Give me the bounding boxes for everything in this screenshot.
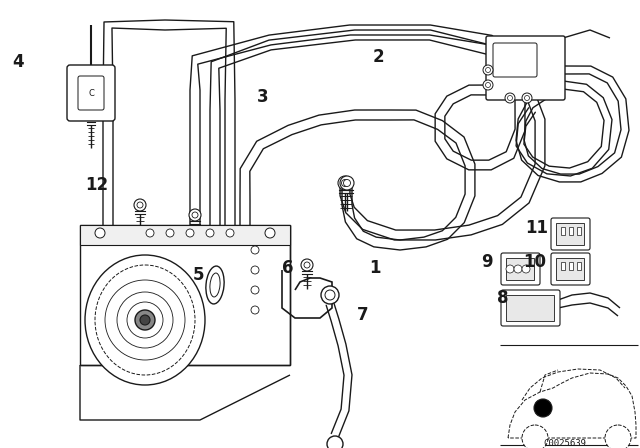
Circle shape xyxy=(486,68,490,73)
Circle shape xyxy=(344,180,351,186)
Circle shape xyxy=(325,290,335,300)
Circle shape xyxy=(301,259,313,271)
Bar xyxy=(506,295,554,321)
Circle shape xyxy=(327,436,343,448)
Polygon shape xyxy=(508,373,636,438)
Text: 3: 3 xyxy=(257,88,269,106)
Circle shape xyxy=(304,262,310,268)
Circle shape xyxy=(483,65,493,75)
Circle shape xyxy=(338,176,352,190)
FancyBboxPatch shape xyxy=(501,290,560,326)
Circle shape xyxy=(342,180,349,186)
Bar xyxy=(556,258,584,280)
FancyBboxPatch shape xyxy=(78,76,104,110)
Text: 7: 7 xyxy=(357,306,369,324)
Circle shape xyxy=(514,265,522,273)
Circle shape xyxy=(605,425,631,448)
Circle shape xyxy=(137,202,143,208)
Bar xyxy=(577,227,581,235)
Bar xyxy=(80,225,290,245)
Circle shape xyxy=(95,228,105,238)
Bar xyxy=(561,227,565,235)
Ellipse shape xyxy=(85,255,205,385)
Circle shape xyxy=(140,315,150,325)
Circle shape xyxy=(506,265,514,273)
Circle shape xyxy=(522,425,548,448)
Text: 10: 10 xyxy=(524,253,547,271)
Text: 9: 9 xyxy=(481,253,493,271)
Circle shape xyxy=(206,229,214,237)
Bar xyxy=(569,227,573,235)
Text: 1: 1 xyxy=(369,259,381,277)
Circle shape xyxy=(251,266,259,274)
Circle shape xyxy=(226,229,234,237)
Ellipse shape xyxy=(210,273,220,297)
Circle shape xyxy=(251,286,259,294)
Circle shape xyxy=(134,199,146,211)
Bar xyxy=(577,262,581,270)
Text: 11: 11 xyxy=(525,219,548,237)
Bar xyxy=(569,262,573,270)
Circle shape xyxy=(522,93,532,103)
Circle shape xyxy=(146,229,154,237)
Bar xyxy=(556,223,584,245)
Circle shape xyxy=(505,93,515,103)
Circle shape xyxy=(508,95,513,100)
FancyBboxPatch shape xyxy=(501,253,540,285)
FancyBboxPatch shape xyxy=(486,36,565,100)
Circle shape xyxy=(321,286,339,304)
Circle shape xyxy=(135,310,155,330)
FancyBboxPatch shape xyxy=(493,43,537,77)
Text: 4: 4 xyxy=(12,53,24,71)
FancyBboxPatch shape xyxy=(67,65,115,121)
FancyBboxPatch shape xyxy=(80,225,290,365)
Circle shape xyxy=(265,228,275,238)
Circle shape xyxy=(522,265,530,273)
Circle shape xyxy=(525,95,529,100)
Text: 2: 2 xyxy=(372,48,384,66)
Text: C0025639: C0025639 xyxy=(543,439,586,448)
Text: 12: 12 xyxy=(85,176,109,194)
Circle shape xyxy=(486,82,490,87)
Bar xyxy=(561,262,565,270)
FancyBboxPatch shape xyxy=(551,218,590,250)
Text: 8: 8 xyxy=(497,289,509,307)
Text: 5: 5 xyxy=(192,266,204,284)
Text: 6: 6 xyxy=(282,259,294,277)
Circle shape xyxy=(483,80,493,90)
Circle shape xyxy=(251,306,259,314)
Bar xyxy=(506,258,534,280)
Circle shape xyxy=(166,229,174,237)
Circle shape xyxy=(189,209,201,221)
Circle shape xyxy=(534,399,552,417)
Text: C: C xyxy=(88,89,94,98)
Circle shape xyxy=(192,212,198,218)
Circle shape xyxy=(340,176,354,190)
Ellipse shape xyxy=(206,266,224,304)
Circle shape xyxy=(186,229,194,237)
Circle shape xyxy=(251,246,259,254)
FancyBboxPatch shape xyxy=(551,253,590,285)
